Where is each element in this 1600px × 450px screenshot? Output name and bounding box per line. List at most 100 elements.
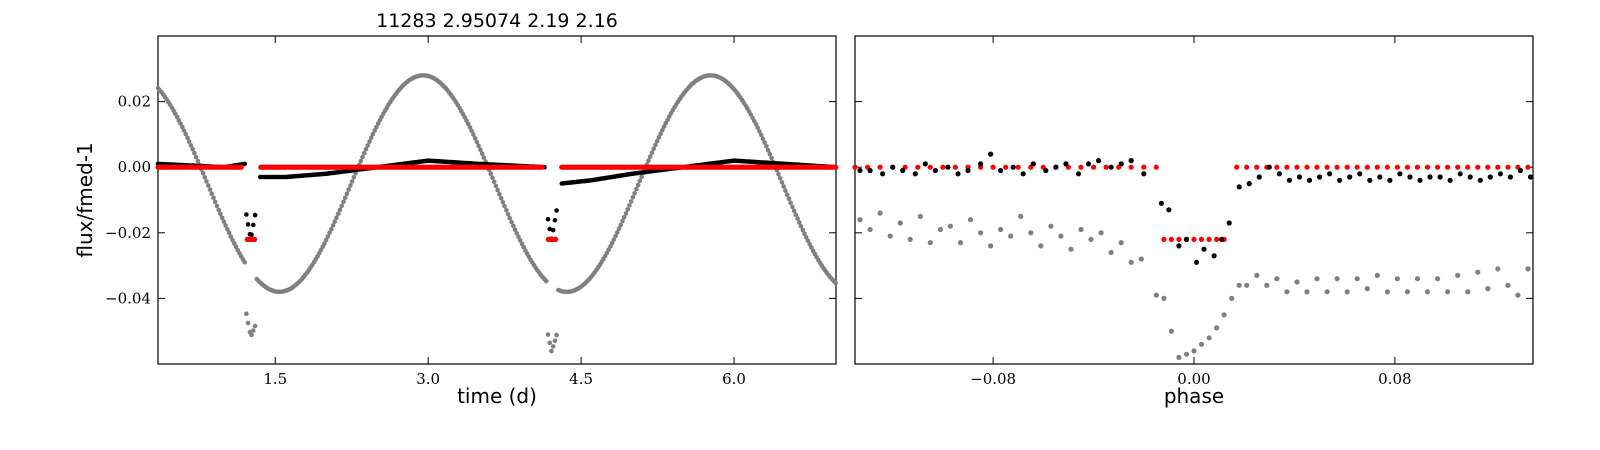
raw-flux-point [242,259,247,265]
detrended-phase-point [1337,177,1343,183]
raw-phase-point [1244,282,1250,288]
detrended-phase-point [1397,171,1403,177]
detrended-phase-point [965,167,971,174]
raw-flux-point [467,125,473,130]
raw-flux-point [511,223,516,229]
detrended-phase-point [1427,174,1433,180]
model-phase-point [1078,164,1084,170]
raw-flux-point [230,237,235,243]
detrended-flux-point [245,222,251,227]
raw-phase-point [1168,328,1174,334]
raw-flux-point [649,150,655,155]
raw-flux-point [200,170,206,176]
raw-phase-point [1324,289,1330,295]
raw-flux-point [757,129,762,134]
raw-flux-point [374,124,379,130]
model-phase-point [1525,164,1531,170]
detrended-phase-point [1201,246,1207,252]
raw-flux-point [491,179,497,185]
raw-flux-point [180,124,185,130]
detrended-flux-point [251,222,256,228]
detrended-flux-point [244,212,249,217]
model-point [539,164,545,170]
raw-flux-point [795,216,800,221]
raw-phase-point [1008,233,1014,239]
raw-flux-point [512,227,518,232]
raw-flux-point [762,140,767,145]
left-x-tick-label: 4.5 [569,370,593,388]
detrended-phase-point [978,161,984,167]
model-point [252,236,258,242]
model-phase-point [1314,164,1320,170]
model-phase-point [1354,164,1360,170]
raw-flux-point [488,171,494,176]
model-phase-point [1495,164,1501,170]
detrended-phase-point [1437,174,1443,180]
detrended-phase-point [1226,220,1232,226]
raw-flux-point [651,146,656,152]
raw-phase-point [1038,243,1044,249]
raw-phase-point [857,217,863,223]
detrended-phase-point [1075,171,1082,177]
raw-flux-point [613,233,618,239]
raw-flux-point [517,238,523,243]
raw-flux-point [362,150,367,156]
model-phase-point [1304,164,1310,170]
left-y-tick-label: 0.02 [118,93,151,111]
raw-flux-point [753,122,759,127]
raw-phase-point [1374,272,1380,278]
model-phase-point [990,164,996,170]
raw-flux-point [367,139,372,144]
detrended-phase-point [1176,243,1182,249]
detrended-phase-point [1477,177,1483,183]
model-phase-point [1465,164,1471,170]
phase-folded-plot: −0.08 0.00 0.08 [852,35,1534,388]
raw-flux-point [783,188,788,193]
raw-flux-point [609,240,615,246]
raw-flux-point [212,199,218,205]
raw-flux-point [760,136,766,141]
model-phase-point [1364,164,1370,170]
raw-flux-point [639,174,644,180]
raw-phase-point [1495,266,1501,272]
raw-flux-point [798,224,804,229]
raw-flux-point [514,231,520,236]
detrended-flux-point [554,208,559,213]
raw-flux-point [226,230,232,236]
raw-flux-point [802,231,807,236]
raw-flux-point [244,311,249,317]
model-phase-point [1161,236,1167,242]
model-phase-point [1168,236,1174,242]
model-phase-point [940,164,946,170]
detrended-phase-point [1085,161,1092,167]
detrended-phase-point [857,167,863,174]
raw-flux-point [186,139,192,144]
model-phase-point [1485,164,1491,170]
raw-phase-point [1304,289,1310,295]
raw-flux-point [228,234,234,239]
detrended-phase-point [890,164,896,170]
raw-flux-point [653,142,658,148]
raw-flux-point [368,135,374,141]
raw-flux-point [476,143,481,149]
raw-phase-point [1334,276,1340,282]
raw-phase-point [1455,272,1461,278]
detrended-phase-point [1183,236,1190,242]
raw-phase-point [1364,286,1370,292]
model-phase-point [1015,164,1021,170]
raw-flux-point [183,131,188,137]
raw-flux-point [211,195,216,201]
model-phase-point [1384,164,1390,170]
left-y-tick-label: −0.02 [105,224,151,242]
detrended-flux-point [242,161,247,167]
raw-flux-point [327,230,332,236]
model-phase-point [1334,164,1340,170]
raw-flux-point [620,218,625,224]
raw-phase-point [1128,259,1134,265]
raw-flux-point [342,195,348,201]
detrended-phase-point [1128,158,1134,164]
raw-flux-point [779,180,785,185]
model-phase-point [1141,164,1147,170]
model-phase-point [1374,164,1380,170]
raw-phase-point [978,230,984,236]
